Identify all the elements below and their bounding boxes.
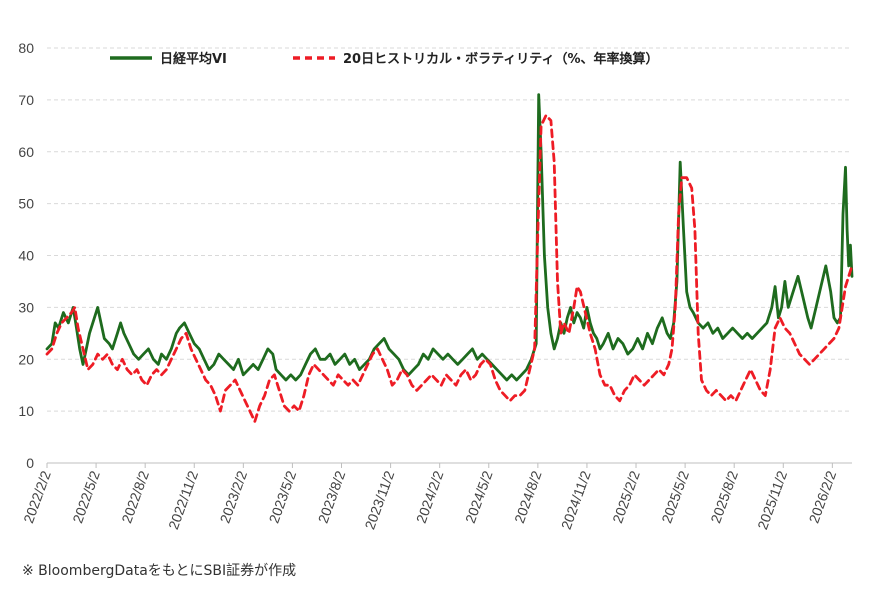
legend-label-nikkei-vi: 日経平均VI	[160, 51, 227, 67]
y-tick-label: 30	[18, 299, 34, 315]
y-tick-label: 20	[18, 351, 34, 367]
gridlines	[47, 47, 852, 412]
x-tick-label: 2024/2/2	[413, 468, 447, 525]
y-tick-label: 50	[18, 196, 34, 212]
x-tick-label: 2022/2/2	[20, 468, 54, 525]
x-tick-label: 2024/5/2	[462, 468, 496, 525]
x-tick-label: 2022/11/2	[165, 468, 201, 531]
legend: 日経平均VI 20日ヒストリカル・ボラティリティ（%、年率換算）	[110, 51, 659, 67]
x-tick-label: 2026/2/2	[806, 468, 840, 525]
x-tick-label: 2025/2/2	[609, 468, 643, 525]
x-tick-label: 2024/11/2	[558, 468, 594, 531]
chart-svg: 0 10 20 30 40 50 60 70 80 2022/2/2 2022/5/2 2022/8/…	[18, 40, 854, 532]
x-tick-label: 2025/11/2	[754, 468, 790, 531]
x-tick-label: 2025/8/2	[707, 468, 741, 525]
y-tick-label: 0	[26, 455, 34, 471]
y-tick-label: 10	[18, 403, 34, 419]
x-tick-label: 2022/5/2	[69, 468, 103, 525]
y-tick-label: 40	[18, 248, 34, 264]
legend-label-historical-volatility: 20日ヒストリカル・ボラティリティ（%、年率換算）	[343, 51, 659, 67]
series-lines	[45, 93, 854, 423]
x-tick-label: 2024/8/2	[511, 468, 545, 525]
x-tick-label: 2022/8/2	[118, 468, 152, 525]
x-tick-label: 2023/2/2	[216, 468, 250, 525]
series-line-nikkei-vi	[45, 93, 854, 382]
x-tick-label: 2023/8/2	[315, 468, 349, 525]
source-note: ※ BloombergDataをもとにSBI証券が作成	[22, 563, 297, 579]
x-tick-label: 2025/5/2	[658, 468, 692, 525]
y-tick-label: 70	[18, 92, 34, 108]
y-tick-label: 60	[18, 144, 34, 160]
y-tick-label: 80	[18, 40, 34, 56]
x-tick-label: 2023/5/2	[266, 468, 300, 525]
axes: 0 10 20 30 40 50 60 70 80 2022/2/2 2022/5/2 2022/8/…	[18, 40, 852, 532]
x-tick-label: 2023/11/2	[361, 468, 397, 531]
series-line-historical-volatility	[45, 114, 854, 423]
